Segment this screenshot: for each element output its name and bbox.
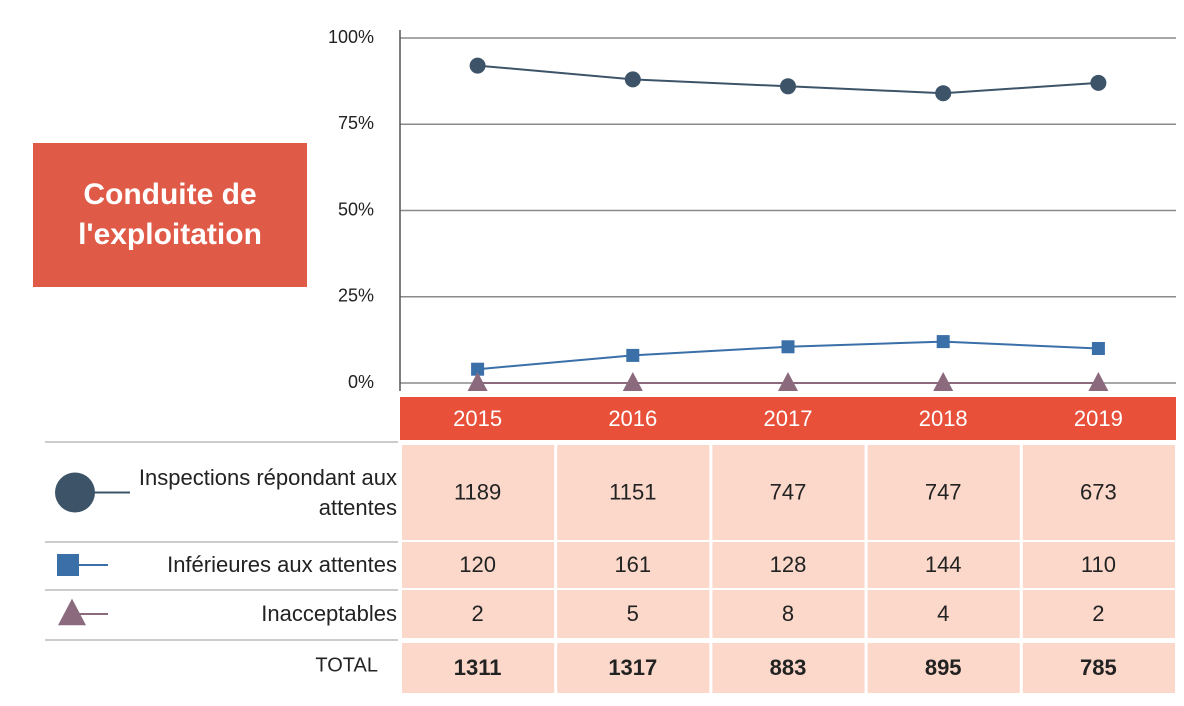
data-point — [1090, 74, 1107, 91]
table-cell — [1022, 445, 1175, 540]
table-value: 8 — [782, 601, 794, 626]
data-point — [471, 362, 485, 376]
table-value: 2 — [471, 601, 483, 626]
data-point — [469, 57, 486, 74]
table-cell — [1022, 643, 1175, 693]
legend-label: Inférieures aux attentes — [167, 552, 397, 577]
table-value: 110 — [1081, 552, 1116, 577]
table-cell — [867, 542, 1020, 588]
table-cell — [867, 590, 1020, 638]
data-point — [933, 372, 954, 391]
table-value: 747 — [925, 479, 962, 504]
x-tick-label: 2018 — [919, 406, 968, 431]
table-cell — [402, 445, 555, 540]
total-value: 785 — [1080, 655, 1117, 680]
table-cell — [402, 590, 555, 638]
data-point — [1088, 372, 1109, 391]
table-value: 161 — [614, 552, 651, 577]
data-point — [467, 372, 488, 391]
data-point — [626, 348, 640, 362]
table-value: 673 — [1080, 479, 1117, 504]
legend-marker — [58, 598, 86, 626]
table-cell — [867, 643, 1020, 693]
total-value: 895 — [925, 655, 962, 680]
y-tick-label: 25% — [338, 286, 374, 306]
table-value: 4 — [937, 601, 949, 626]
y-tick-label: 0% — [348, 372, 374, 392]
table-cell — [1022, 542, 1175, 588]
table-value: 120 — [459, 552, 496, 577]
legend-label: Inspections répondant aux attentes — [138, 464, 397, 520]
table-cell — [712, 590, 865, 638]
y-tick-label: 100% — [328, 27, 374, 47]
table-cell — [557, 445, 710, 540]
table-value: 747 — [770, 479, 807, 504]
data-point — [1091, 342, 1105, 355]
total-value: 1311 — [454, 655, 502, 680]
data-point — [622, 372, 643, 391]
legend-label: Inacceptables — [261, 601, 397, 626]
data-point — [624, 71, 641, 88]
data-point — [780, 78, 796, 95]
table-cell — [867, 445, 1020, 540]
legend-marker — [55, 472, 95, 513]
legend-marker — [57, 554, 79, 576]
table-value: 2 — [1092, 601, 1104, 626]
y-tick-label: 50% — [338, 199, 374, 219]
table-cell — [557, 542, 710, 588]
chart-label: Conduite de l'exploitation — [33, 143, 307, 287]
data-point — [936, 335, 950, 349]
table-value: 1151 — [609, 479, 656, 504]
x-tick-label: 2016 — [608, 406, 657, 431]
header-band — [400, 397, 1176, 440]
x-tick-label: 2017 — [764, 406, 813, 431]
table-value: 5 — [627, 601, 639, 626]
data-point — [781, 340, 795, 354]
x-tick-label: 2019 — [1074, 406, 1123, 431]
table-cell — [712, 643, 865, 693]
total-value: 883 — [770, 655, 807, 680]
y-tick-label: 75% — [338, 113, 374, 133]
table-cell — [557, 590, 710, 638]
table-value: 128 — [770, 552, 807, 577]
data-point — [778, 372, 798, 391]
table-cell — [712, 445, 865, 540]
table-cell — [1022, 590, 1175, 638]
total-label: TOTAL — [315, 654, 378, 676]
x-tick-label: 2015 — [453, 406, 502, 431]
table-value: 144 — [925, 552, 962, 577]
table-cell — [402, 643, 555, 693]
table-cell — [557, 643, 710, 693]
table-cell — [402, 542, 555, 588]
table-value: 1189 — [454, 479, 501, 504]
table-cell — [712, 542, 865, 588]
data-point — [935, 85, 952, 102]
total-value: 1317 — [608, 655, 657, 680]
